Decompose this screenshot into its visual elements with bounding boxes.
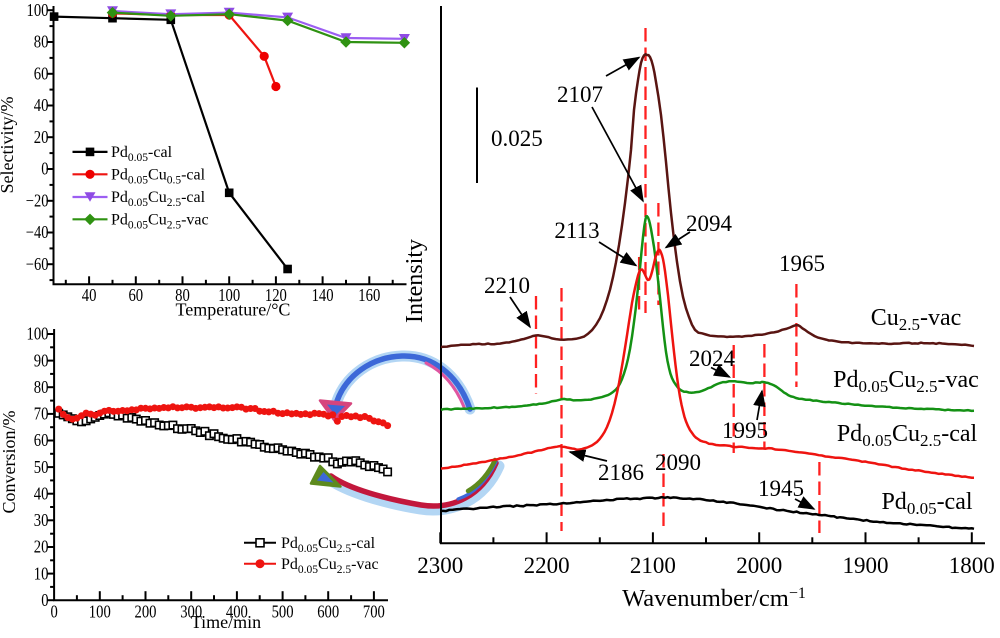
svg-text:100: 100 [27, 324, 49, 344]
svg-text:400: 400 [226, 602, 248, 622]
svg-text:Pd0.05Cu2.5-cal: Pd0.05Cu2.5-cal [111, 189, 206, 209]
svg-text:60: 60 [34, 64, 49, 84]
svg-text:Pd0.05-cal: Pd0.05-cal [111, 144, 173, 164]
svg-text:Cu2.5-vac: Cu2.5-vac [871, 305, 962, 334]
svg-text:Temperature/°C: Temperature/°C [176, 300, 291, 320]
svg-text:60: 60 [34, 430, 49, 450]
svg-text:20: 20 [34, 537, 49, 557]
svg-text:600: 600 [317, 602, 339, 622]
svg-text:10: 10 [34, 563, 49, 583]
svg-text:40: 40 [34, 483, 49, 503]
svg-text:60: 60 [128, 285, 143, 305]
svg-text:Wavenumber/cm−1: Wavenumber/cm−1 [622, 585, 806, 612]
svg-text:0: 0 [50, 602, 58, 622]
svg-text:700: 700 [363, 602, 385, 622]
svg-text:2200: 2200 [524, 553, 570, 578]
svg-text:Selectivity/%: Selectivity/% [0, 97, 17, 194]
svg-text:0: 0 [41, 159, 49, 179]
svg-text:2100: 2100 [630, 553, 676, 578]
svg-text:20: 20 [34, 127, 49, 147]
svg-text:50: 50 [34, 457, 49, 477]
svg-text:80: 80 [34, 32, 49, 52]
svg-text:1900: 1900 [843, 553, 889, 578]
svg-text:2090: 2090 [655, 450, 701, 475]
svg-text:2210: 2210 [484, 273, 530, 298]
svg-text:0: 0 [41, 590, 49, 610]
svg-text:−20: −20 [26, 190, 49, 210]
svg-text:1995: 1995 [722, 418, 768, 443]
svg-text:2300: 2300 [417, 553, 463, 578]
svg-text:2000: 2000 [736, 553, 782, 578]
svg-text:120: 120 [265, 285, 287, 305]
svg-text:80: 80 [175, 285, 190, 305]
svg-text:2107: 2107 [557, 82, 603, 107]
svg-text:Pd0.05Cu2.5-vac: Pd0.05Cu2.5-vac [833, 367, 979, 396]
svg-text:−60: −60 [26, 254, 49, 274]
svg-text:0.025: 0.025 [491, 126, 543, 151]
svg-text:Pd0.05Cu2.5-cal: Pd0.05Cu2.5-cal [837, 421, 978, 450]
svg-text:70: 70 [34, 404, 49, 424]
svg-text:100: 100 [218, 285, 240, 305]
svg-text:30: 30 [34, 510, 49, 530]
svg-text:90: 90 [34, 350, 49, 370]
svg-text:200: 200 [135, 602, 157, 622]
svg-text:140: 140 [312, 285, 334, 305]
svg-text:2186: 2186 [598, 460, 644, 485]
svg-text:500: 500 [272, 602, 294, 622]
svg-text:2113: 2113 [554, 218, 599, 243]
svg-text:40: 40 [82, 285, 97, 305]
svg-text:300: 300 [180, 602, 202, 622]
svg-text:Time/min: Time/min [191, 612, 261, 632]
svg-text:80: 80 [34, 377, 49, 397]
svg-text:1965: 1965 [779, 251, 825, 276]
svg-text:−40: −40 [26, 222, 49, 242]
svg-text:1800: 1800 [949, 553, 995, 578]
svg-text:160: 160 [358, 285, 380, 305]
svg-text:40: 40 [34, 95, 49, 115]
svg-text:2094: 2094 [686, 211, 733, 236]
svg-text:1945: 1945 [758, 476, 804, 501]
svg-text:Conversion/%: Conversion/% [0, 411, 19, 514]
svg-text:Intensity: Intensity [402, 239, 428, 323]
svg-text:100: 100 [27, 0, 49, 20]
svg-text:100: 100 [89, 602, 111, 622]
